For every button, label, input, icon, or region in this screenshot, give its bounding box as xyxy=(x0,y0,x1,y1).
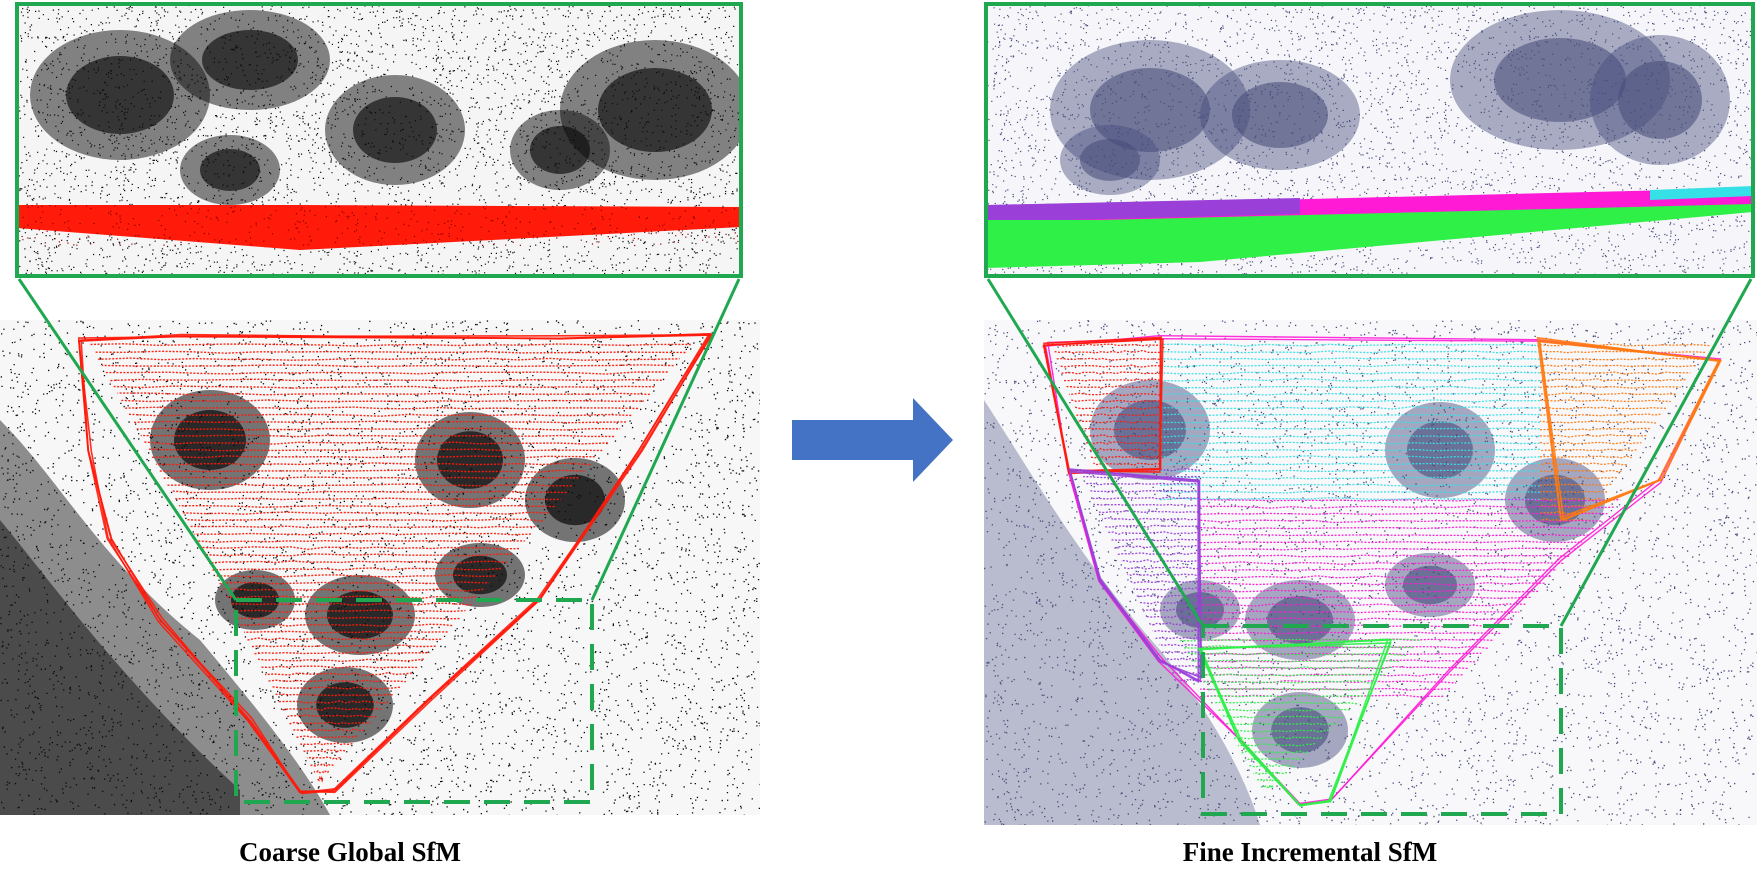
left-panel xyxy=(0,2,760,815)
right-zoom-inset xyxy=(986,4,1753,276)
right-connector-line-1 xyxy=(986,278,1205,627)
right-arrow-icon xyxy=(792,398,953,482)
left-zoom-frame xyxy=(15,2,743,278)
right-panel xyxy=(984,2,1757,825)
right-zoom-tree-clusters xyxy=(1050,10,1730,195)
left-zoom-ground-band xyxy=(17,205,741,250)
right-main-background xyxy=(984,320,1757,825)
left-zoom-tree-clusters xyxy=(30,10,741,205)
right-zoom-frame xyxy=(984,2,1755,278)
left-zoom-inset xyxy=(17,4,741,276)
right-caption: Fine Incremental SfM xyxy=(1182,837,1438,867)
right-zoom-ground-bands xyxy=(986,186,1753,268)
right-trajectory-segments xyxy=(1042,334,1723,807)
left-trajectory xyxy=(77,333,714,795)
left-highlight-box xyxy=(234,598,594,804)
left-main-pointcloud xyxy=(0,320,760,815)
left-caption: Coarse Global SfM xyxy=(239,837,461,867)
right-highlight-box xyxy=(1201,624,1563,816)
right-connector-line-2 xyxy=(1559,278,1753,627)
left-connector-line-2 xyxy=(590,278,741,601)
right-main-pointcloud xyxy=(984,320,1757,825)
left-connector-line-1 xyxy=(17,278,238,601)
